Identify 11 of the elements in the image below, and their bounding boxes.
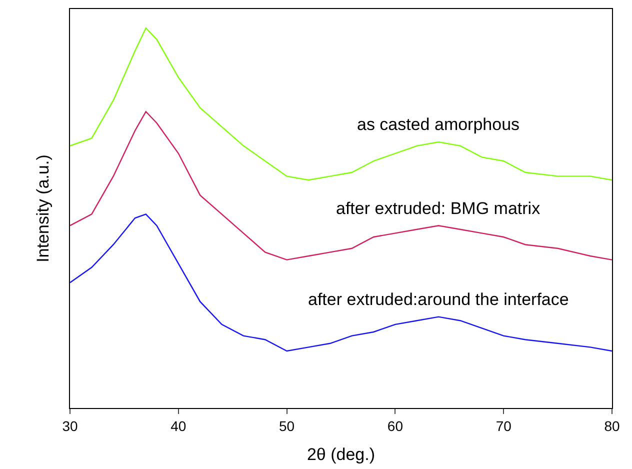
x-axis-title: 2θ (deg.): [306, 445, 376, 464]
series-label: after extruded: BMG matrix: [336, 199, 541, 218]
x-tick-label: 50: [279, 418, 295, 434]
x-tick-label: 80: [604, 418, 620, 434]
series-label: after extruded:around the interface: [308, 290, 569, 309]
y-axis-title: Intensity (a.u.): [34, 154, 53, 262]
x-tick-label: 60: [387, 418, 404, 434]
x-tick-label: 70: [496, 418, 512, 434]
series-label: as casted amorphous: [357, 115, 520, 134]
x-tick-label: 40: [170, 418, 186, 434]
x-tick-label: 30: [62, 418, 78, 434]
